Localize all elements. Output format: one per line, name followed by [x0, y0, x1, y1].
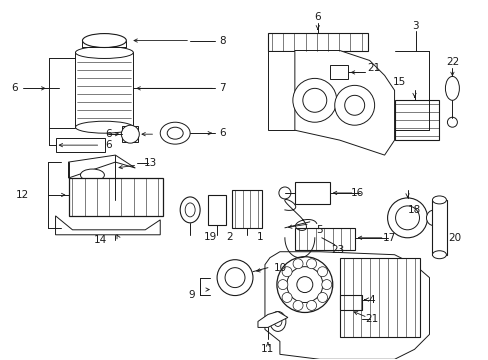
Bar	[208, 195, 225, 225]
Text: 6: 6	[105, 129, 111, 139]
Ellipse shape	[296, 276, 312, 293]
Ellipse shape	[431, 196, 446, 204]
Ellipse shape	[334, 85, 374, 125]
Text: 22: 22	[445, 58, 458, 67]
Ellipse shape	[426, 210, 442, 226]
Text: 21: 21	[366, 63, 380, 73]
Text: 7: 7	[218, 84, 225, 93]
Ellipse shape	[431, 251, 446, 259]
Ellipse shape	[185, 203, 195, 217]
Text: 17: 17	[382, 233, 395, 243]
Polygon shape	[294, 50, 394, 155]
Text: 21: 21	[364, 314, 378, 324]
Bar	[294, 228, 354, 250]
Ellipse shape	[286, 267, 322, 302]
Ellipse shape	[306, 301, 316, 310]
Bar	[431, 200, 447, 255]
Text: 3: 3	[411, 21, 418, 31]
Ellipse shape	[217, 260, 252, 296]
Bar	[232, 190, 262, 228]
Text: 6: 6	[314, 12, 321, 22]
Text: 18: 18	[407, 205, 420, 215]
Text: 4: 4	[367, 294, 374, 305]
Ellipse shape	[306, 259, 316, 269]
Text: 16: 16	[350, 188, 364, 198]
Ellipse shape	[276, 257, 332, 312]
Ellipse shape	[224, 268, 244, 288]
Ellipse shape	[282, 292, 291, 302]
Ellipse shape	[292, 78, 336, 122]
Polygon shape	[258, 311, 287, 328]
Polygon shape	[56, 138, 105, 152]
Ellipse shape	[269, 311, 285, 332]
Ellipse shape	[81, 169, 104, 181]
Text: 23: 23	[330, 245, 344, 255]
Ellipse shape	[75, 46, 133, 58]
Text: 6: 6	[218, 128, 225, 138]
Polygon shape	[122, 126, 138, 142]
Text: 14: 14	[94, 235, 107, 245]
Ellipse shape	[121, 125, 139, 143]
Polygon shape	[264, 252, 428, 359]
Text: 2: 2	[226, 232, 233, 242]
Ellipse shape	[292, 301, 303, 310]
Ellipse shape	[180, 197, 200, 223]
Text: 9: 9	[188, 289, 195, 300]
Polygon shape	[267, 50, 294, 130]
Ellipse shape	[160, 122, 190, 144]
Ellipse shape	[395, 206, 419, 230]
Ellipse shape	[82, 33, 126, 48]
Ellipse shape	[445, 76, 458, 100]
Ellipse shape	[447, 117, 456, 127]
Ellipse shape	[277, 280, 287, 289]
Text: 11: 11	[261, 345, 274, 354]
Text: 1: 1	[256, 232, 263, 242]
Bar	[75, 53, 133, 127]
Bar	[68, 178, 163, 216]
Polygon shape	[68, 155, 135, 178]
Text: 12: 12	[16, 190, 29, 200]
Text: 19: 19	[203, 232, 216, 242]
Bar	[329, 66, 347, 80]
Ellipse shape	[344, 95, 364, 115]
Ellipse shape	[387, 198, 427, 238]
Bar	[267, 32, 367, 50]
Ellipse shape	[75, 121, 133, 133]
Text: 6: 6	[105, 140, 111, 150]
Bar	[339, 258, 419, 337]
Ellipse shape	[302, 88, 326, 112]
Ellipse shape	[282, 267, 291, 277]
Text: 6: 6	[11, 84, 18, 93]
Polygon shape	[56, 216, 160, 235]
Bar	[394, 100, 439, 140]
Ellipse shape	[292, 259, 303, 269]
Ellipse shape	[167, 127, 183, 139]
Bar	[339, 294, 361, 310]
Text: 13: 13	[143, 158, 157, 168]
Ellipse shape	[317, 267, 327, 277]
Ellipse shape	[321, 280, 331, 289]
Text: 10: 10	[273, 263, 286, 273]
Ellipse shape	[317, 292, 327, 302]
Text: 8: 8	[218, 36, 225, 46]
Ellipse shape	[273, 316, 281, 327]
Text: 5: 5	[316, 225, 323, 235]
Text: 20: 20	[447, 233, 460, 243]
Text: 15: 15	[392, 77, 406, 87]
Bar	[294, 182, 329, 204]
Ellipse shape	[278, 187, 290, 199]
